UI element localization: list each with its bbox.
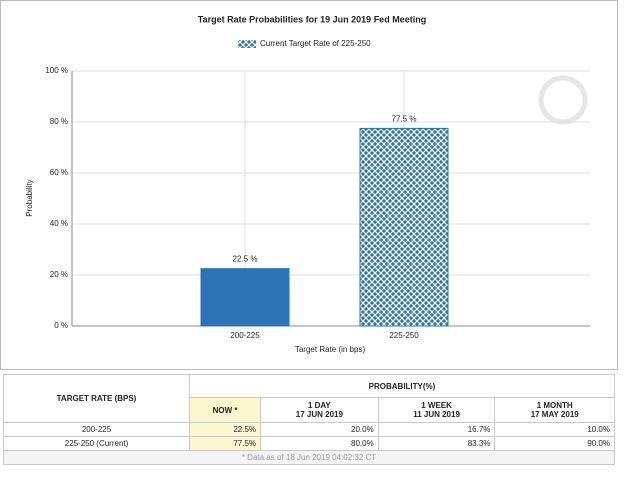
column-label: NOW * [212,405,238,415]
y-tick-label: 20 % [50,270,68,279]
column-header: 1 MONTH 17 MAY 2019 [494,397,615,423]
y-tick-label: 60 % [50,168,68,177]
header-cell: PROBABILITY(%) [189,374,615,398]
y-axis-label: Probability [25,179,34,216]
probability-cell: 83.3% [377,436,496,451]
x-tick-label: 225-250 [389,331,419,340]
column-header: 1 DAY 17 JUN 2019 [260,397,379,423]
x-tick-label: 200-225 [230,331,260,340]
column-label: 1 MONTH [536,401,573,410]
header-cell: TARGET RATE (BPS) [3,374,190,423]
column-date: 11 JUN 2019 [413,410,460,419]
chart-frame [0,0,618,370]
legend-swatch [238,40,256,48]
column-header: NOW * [188,397,262,423]
legend-label: Current Target Rate of 225-250 [260,39,371,48]
probability-cell: 77.5% [188,436,262,451]
footnote: * Data as of 18 Jun 2019 04:02:32 CT [3,450,615,465]
y-tick-label: 0 % [54,321,68,330]
value-label: 22.5 % [233,255,258,264]
bar [200,268,290,327]
table-row: 200-225 22.5% 20.0% 16.7% 10.0% [3,422,615,437]
column-label: 1 DAY [307,401,331,410]
rate-cell: 200-225 [3,422,190,437]
probability-cell: 80.0% [260,436,379,451]
value-label: 77.5 % [392,114,417,123]
y-tick-label: 80 % [50,117,68,126]
y-tick-label: 40 % [50,219,68,228]
bar [359,127,449,327]
column-header: 1 WEEK 11 JUN 2019 [377,397,496,423]
y-tick-label: 100 % [45,66,68,75]
probability-cell: 20.0% [260,422,379,437]
x-axis-label: Target Rate (in bps) [295,345,366,354]
column-label: 1 WEEK [421,401,452,410]
column-date: 17 MAY 2019 [530,410,579,419]
probability-cell: 90.0% [494,436,615,451]
probability-cell: 22.5% [188,422,262,437]
column-date: 17 JUN 2019 [295,410,343,419]
probability-cell: 10.0% [494,422,615,437]
rate-cell: 225-250 (Current) [3,436,190,451]
chart: Target Rate Probabilities for 19 Jun 201… [0,0,618,370]
probability-table: TARGET RATE (BPS) PROBABILITY(%) NOW * 1 … [3,374,615,465]
chart-title: Target Rate Probabilities for 19 Jun 201… [198,14,426,24]
table-row: 225-250 (Current) 77.5% 80.0% 83.3% 90.0% [3,436,615,451]
probability-cell: 16.7% [377,422,496,437]
